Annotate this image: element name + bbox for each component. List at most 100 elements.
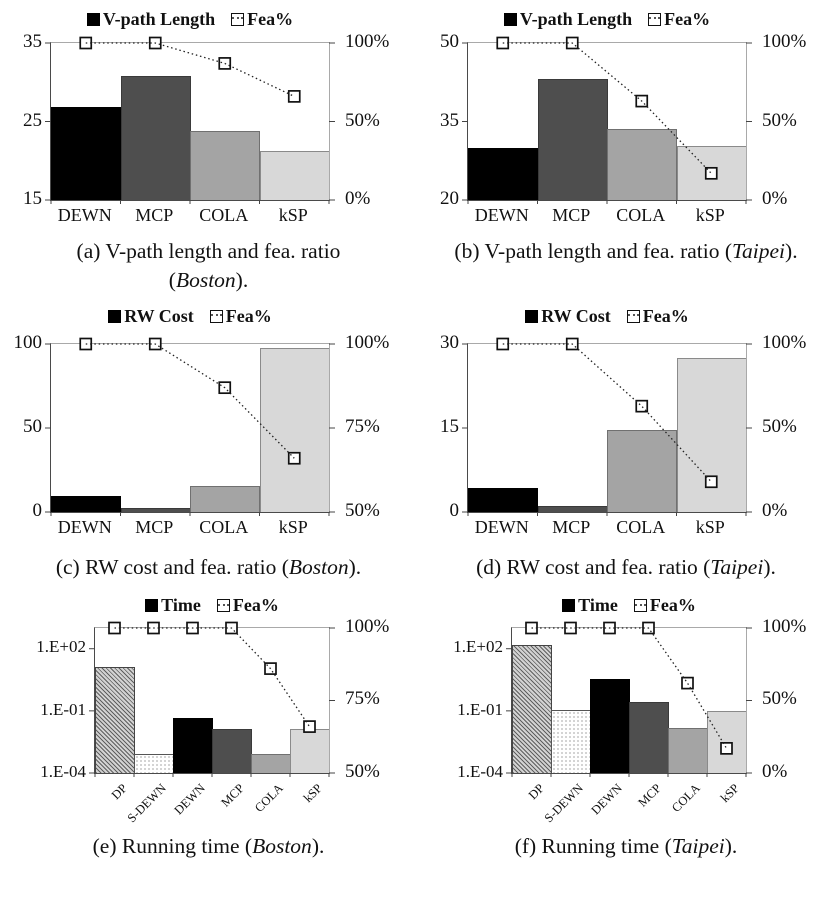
x-category-label-DEWN: DEWN bbox=[474, 517, 529, 538]
left-axis: 100 50 0 bbox=[0, 332, 50, 521]
bar-DP bbox=[512, 645, 552, 773]
x-category-label-DP: DP bbox=[108, 780, 130, 802]
bar-COLA bbox=[190, 486, 261, 513]
bar-series bbox=[468, 344, 746, 513]
right-axis-tick-label: 50% bbox=[345, 109, 380, 131]
bar-DEWN bbox=[590, 679, 630, 773]
left-axis: 1.E+02 1.E-01 1.E-04 bbox=[417, 627, 511, 780]
right-axis-tick-label: 100% bbox=[345, 615, 390, 637]
right-axis: 100% 50% 0% bbox=[747, 31, 835, 209]
bar-series-swatch-icon bbox=[108, 309, 122, 323]
x-category-label-DEWN: DEWN bbox=[587, 780, 625, 818]
x-axis-labels: DP S-DEWN DEWN MCP COLA kSP bbox=[94, 774, 330, 826]
chart-legend: V-path Length Fea% bbox=[50, 7, 330, 31]
bar-MCP bbox=[212, 728, 252, 773]
bar-series-label: Time bbox=[161, 595, 201, 616]
right-axis: 100% 50% 0% bbox=[747, 616, 835, 782]
fea-marker-icon bbox=[216, 599, 230, 613]
caption-city: Boston bbox=[252, 833, 312, 858]
caption-suffix: ). bbox=[348, 555, 362, 580]
figure-grid: V-path Length Fea% 35 25 15 100% 50% 0% DEWN… bbox=[0, 7, 835, 861]
left-axis-tick-label: 50 bbox=[23, 416, 42, 438]
bar-DEWN bbox=[51, 495, 122, 513]
legend-item-line: Fea% bbox=[626, 306, 689, 327]
left-axis: 35 25 15 bbox=[0, 31, 50, 209]
figure-caption: (e) Running time (Boston). bbox=[0, 832, 417, 861]
left-axis-tick-label: 1.E-04 bbox=[40, 761, 86, 781]
x-category-label-kSP: kSP bbox=[300, 780, 325, 805]
caption-city: Taipei bbox=[732, 239, 786, 263]
x-category-label-COLA: COLA bbox=[616, 205, 666, 225]
left-axis-tick-label: 0 bbox=[449, 500, 460, 522]
legend-item-line: Fea% bbox=[648, 9, 710, 30]
caption-text: (e) Running time ( bbox=[92, 833, 253, 858]
fea-marker-icon bbox=[231, 12, 245, 26]
bar-series-label: Time bbox=[578, 595, 618, 616]
caption-suffix: ). bbox=[724, 833, 738, 858]
left-axis-tick-label: 15 bbox=[23, 188, 42, 209]
bar-series-label: RW Cost bbox=[124, 305, 194, 326]
fea-marker-icon bbox=[633, 599, 647, 613]
fea-series-label: Fea% bbox=[225, 305, 272, 326]
x-axis-labels: DEWN MCP COLA kSP bbox=[50, 513, 330, 540]
x-category-label-MCP: MCP bbox=[135, 205, 174, 225]
caption-city: Boston bbox=[288, 555, 349, 580]
legend-item-bar: RW Cost bbox=[525, 306, 611, 327]
x-category-label-S-DEWN: S-DEWN bbox=[541, 780, 586, 825]
right-axis-tick-label: 0% bbox=[762, 500, 788, 522]
x-category-label-MCP: MCP bbox=[634, 780, 664, 810]
right-axis-tick-label: 75% bbox=[345, 688, 380, 710]
x-axis-labels: DEWN MCP COLA kSP bbox=[50, 201, 330, 228]
x-category-label-MCP: MCP bbox=[552, 205, 591, 225]
bar-MCP bbox=[537, 506, 608, 513]
right-axis-tick-label: 50% bbox=[345, 500, 380, 522]
x-axis-labels: DEWN MCP COLA kSP bbox=[467, 201, 747, 228]
right-axis-tick-label: 0% bbox=[762, 188, 788, 209]
bar-kSP bbox=[707, 710, 746, 773]
caption-suffix: ). bbox=[763, 555, 776, 580]
bar-series-swatch-icon bbox=[145, 599, 159, 613]
bar-series-swatch-icon bbox=[503, 12, 517, 26]
bar-DP bbox=[95, 667, 135, 773]
right-axis: 100% 50% 0% bbox=[747, 332, 835, 521]
chart-legend: RW Cost Fea% bbox=[50, 304, 330, 328]
fea-series-label: Fea% bbox=[247, 8, 294, 29]
legend-item-bar: Time bbox=[145, 595, 201, 616]
bar-series bbox=[51, 43, 329, 200]
left-axis-tick-label: 25 bbox=[23, 109, 42, 131]
right-axis-tick-label: 50% bbox=[345, 760, 380, 782]
bar-MCP bbox=[120, 508, 191, 513]
fea-series-label: Fea% bbox=[664, 8, 711, 29]
right-axis: 100% 75% 50% bbox=[330, 332, 417, 521]
bar-series bbox=[468, 43, 746, 200]
x-category-label-kSP: kSP bbox=[278, 517, 308, 538]
x-axis-labels: DP S-DEWN DEWN MCP COLA kSP bbox=[511, 774, 747, 826]
legend-item-bar: Time bbox=[562, 595, 618, 616]
chart-legend: Time Fea% bbox=[511, 594, 747, 618]
chart-area: 1.E+02 1.E-01 1.E-04 100% 75% 50% bbox=[0, 616, 417, 782]
bar-series-swatch-icon bbox=[525, 309, 539, 323]
legend-item-line: Fea% bbox=[209, 305, 272, 327]
right-axis-tick-label: 100% bbox=[762, 615, 807, 637]
left-axis: 1.E+02 1.E-01 1.E-04 bbox=[0, 627, 94, 780]
chart-area: 30 15 0 100% 50% 0% bbox=[417, 332, 835, 521]
bar-series-label: RW Cost bbox=[541, 305, 611, 326]
left-axis-tick-label: 1.E-01 bbox=[457, 699, 503, 719]
bar-kSP bbox=[259, 151, 329, 200]
x-category-label-DEWN: DEWN bbox=[170, 780, 208, 818]
caption-text: (c) RW cost and fea. ratio ( bbox=[55, 555, 289, 580]
x-category-label-COLA: COLA bbox=[199, 517, 249, 538]
figure-caption: (a) V-path length and fea. ratio (Boston… bbox=[35, 237, 383, 295]
legend-item-bar: V-path Length bbox=[86, 9, 215, 30]
bar-MCP bbox=[120, 75, 191, 200]
caption-text: (a) V-path length and fea. ratio ( bbox=[76, 239, 341, 293]
bar-series-swatch-icon bbox=[562, 599, 576, 613]
x-category-label-DP: DP bbox=[525, 780, 547, 802]
right-axis-tick-label: 0% bbox=[345, 188, 371, 209]
figure-panel-f: Time Fea% 1.E+02 1.E-01 1.E-04 100% 50% 0% D… bbox=[417, 583, 835, 861]
x-category-label-COLA: COLA bbox=[616, 517, 666, 538]
x-category-label-MCP: MCP bbox=[552, 517, 591, 538]
right-axis-tick-label: 50% bbox=[762, 416, 797, 438]
legend-item-line: Fea% bbox=[231, 9, 293, 30]
bar-kSP bbox=[676, 357, 746, 513]
